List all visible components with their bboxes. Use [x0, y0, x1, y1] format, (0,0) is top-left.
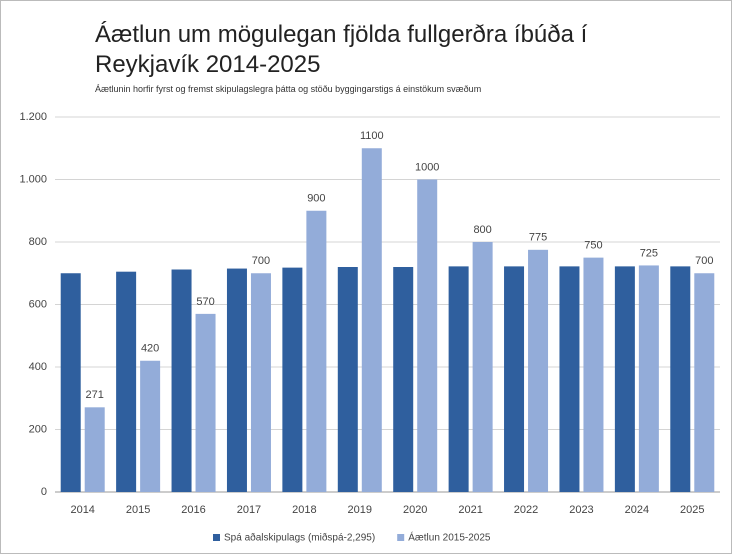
bar	[140, 360, 161, 492]
bar	[472, 242, 493, 492]
bar	[417, 179, 438, 492]
bar	[559, 266, 580, 492]
data-label: 725	[640, 247, 658, 259]
data-label: 775	[529, 232, 547, 244]
x-tick-label: 2016	[181, 504, 205, 516]
data-label: 800	[473, 224, 491, 236]
bar	[282, 267, 303, 492]
data-label: 570	[196, 296, 214, 308]
x-tick-label: 2020	[403, 504, 427, 516]
bar	[583, 257, 604, 492]
x-tick-label: 2014	[70, 504, 94, 516]
bar	[694, 273, 715, 492]
bar	[504, 266, 525, 492]
data-label: 750	[584, 240, 602, 252]
y-tick-label: 400	[29, 361, 47, 373]
bar	[361, 148, 382, 492]
y-tick-label: 800	[29, 236, 47, 248]
legend-swatch	[213, 534, 220, 541]
bar	[393, 267, 414, 492]
bar	[250, 273, 271, 492]
bar	[226, 268, 247, 492]
bar	[337, 267, 358, 492]
data-label: 700	[252, 255, 270, 267]
bar	[60, 273, 81, 492]
x-tick-label: 2018	[292, 504, 316, 516]
y-tick-label: 1.000	[19, 173, 47, 185]
bar	[171, 269, 192, 492]
x-tick-label: 2025	[680, 504, 704, 516]
bar	[306, 210, 327, 492]
data-label: 271	[86, 389, 104, 401]
bar	[84, 407, 105, 492]
x-tick-label: 2023	[569, 504, 593, 516]
bar	[638, 265, 659, 492]
x-tick-label: 2015	[126, 504, 150, 516]
data-label: 420	[141, 343, 159, 355]
y-tick-label: 0	[41, 486, 47, 498]
data-label: 900	[307, 193, 325, 205]
data-label: 700	[695, 255, 713, 267]
chart-subtitle: Áætlunin horfir fyrst og fremst skipulag…	[95, 84, 482, 94]
bar	[614, 266, 635, 492]
bar	[670, 266, 691, 492]
y-tick-label: 600	[29, 298, 47, 310]
x-tick-label: 2017	[237, 504, 261, 516]
x-tick-label: 2022	[514, 504, 538, 516]
x-tick-label: 2019	[348, 504, 372, 516]
legend-label: Áætlun 2015-2025	[408, 531, 491, 544]
x-tick-label: 2024	[625, 504, 649, 516]
bar	[448, 266, 469, 492]
y-tick-label: 1.200	[19, 111, 47, 123]
data-label: 1100	[360, 130, 384, 142]
x-tick-label: 2021	[458, 504, 482, 516]
bar	[116, 271, 137, 492]
legend-swatch	[397, 534, 405, 541]
bar	[528, 249, 549, 492]
y-tick-label: 200	[29, 423, 47, 435]
data-label: 1000	[415, 161, 439, 173]
bar	[195, 313, 216, 492]
chart-title: Áætlun um mögulegan fjölda fullgerðra íb…	[95, 21, 588, 78]
legend-label: Spá aðalskipulags (miðspá-2,295)	[224, 532, 375, 544]
